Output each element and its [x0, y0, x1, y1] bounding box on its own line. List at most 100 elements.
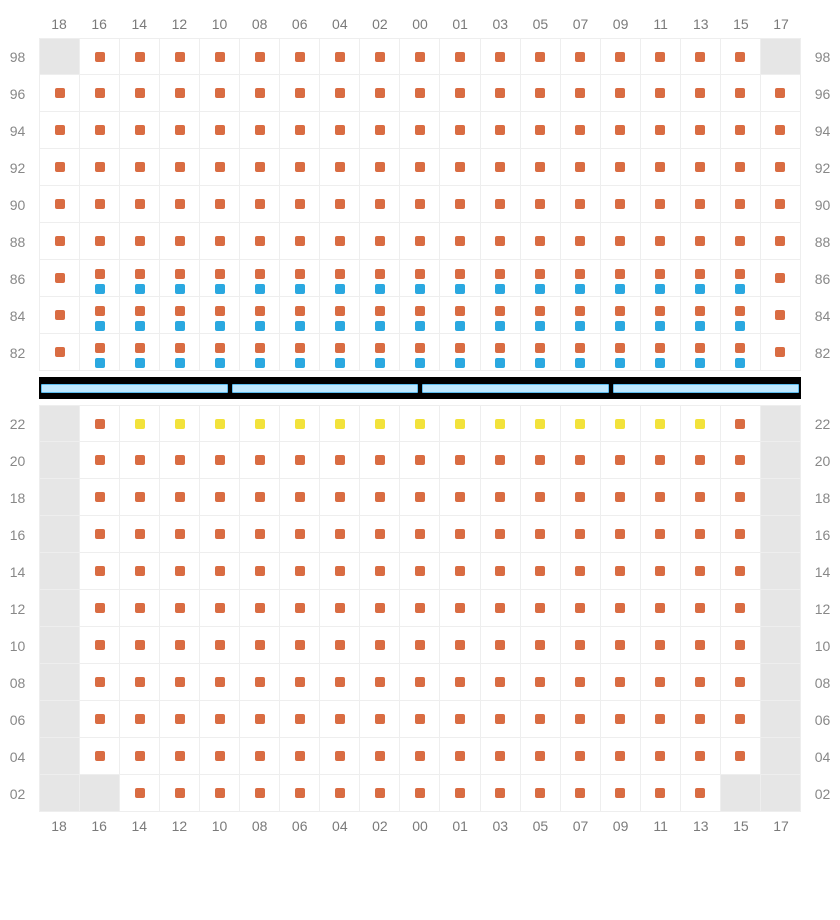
seat-cell[interactable]: [601, 223, 641, 260]
seat-cell[interactable]: [80, 664, 120, 701]
seat-cell[interactable]: [561, 334, 601, 371]
seat-cell[interactable]: [481, 112, 521, 149]
seat-cell[interactable]: [400, 186, 440, 223]
seat-cell[interactable]: [681, 334, 721, 371]
seat-cell[interactable]: [400, 738, 440, 775]
seat-cell[interactable]: [240, 405, 280, 442]
seat-cell[interactable]: [280, 775, 320, 812]
seat-cell[interactable]: [440, 664, 480, 701]
seat-cell[interactable]: [200, 297, 240, 334]
seat-cell[interactable]: [481, 75, 521, 112]
seat-cell[interactable]: [240, 297, 280, 334]
seat-cell[interactable]: [521, 260, 561, 297]
seat-cell[interactable]: [80, 149, 120, 186]
seat-cell[interactable]: [160, 738, 200, 775]
seat-cell[interactable]: [39, 334, 80, 371]
seat-cell[interactable]: [521, 75, 561, 112]
seat-cell[interactable]: [200, 223, 240, 260]
seat-cell[interactable]: [481, 553, 521, 590]
seat-cell[interactable]: [400, 297, 440, 334]
seat-cell[interactable]: [39, 112, 80, 149]
seat-cell[interactable]: [400, 442, 440, 479]
seat-cell[interactable]: [601, 775, 641, 812]
seat-cell[interactable]: [120, 738, 160, 775]
seat-cell[interactable]: [80, 334, 120, 371]
seat-cell[interactable]: [120, 590, 160, 627]
seat-cell[interactable]: [561, 775, 601, 812]
seat-cell[interactable]: [681, 664, 721, 701]
seat-cell[interactable]: [561, 664, 601, 701]
seat-cell[interactable]: [721, 479, 761, 516]
seat-cell[interactable]: [280, 479, 320, 516]
seat-cell[interactable]: [320, 590, 360, 627]
seat-cell[interactable]: [681, 442, 721, 479]
seat-cell[interactable]: [561, 112, 601, 149]
seat-cell[interactable]: [400, 75, 440, 112]
seat-cell[interactable]: [721, 38, 761, 75]
seat-cell[interactable]: [200, 664, 240, 701]
seat-cell[interactable]: [200, 775, 240, 812]
seat-cell[interactable]: [39, 297, 80, 334]
seat-cell[interactable]: [200, 260, 240, 297]
seat-cell[interactable]: [681, 553, 721, 590]
seat-cell[interactable]: [280, 75, 320, 112]
seat-cell[interactable]: [601, 297, 641, 334]
seat-cell[interactable]: [200, 149, 240, 186]
seat-cell[interactable]: [400, 664, 440, 701]
seat-cell[interactable]: [280, 112, 320, 149]
seat-cell[interactable]: [360, 223, 400, 260]
seat-cell[interactable]: [561, 75, 601, 112]
seat-cell[interactable]: [761, 75, 801, 112]
seat-cell[interactable]: [601, 334, 641, 371]
seat-cell[interactable]: [601, 553, 641, 590]
seat-cell[interactable]: [440, 112, 480, 149]
seat-cell[interactable]: [681, 479, 721, 516]
seat-cell[interactable]: [320, 38, 360, 75]
seat-cell[interactable]: [481, 775, 521, 812]
seat-cell[interactable]: [521, 664, 561, 701]
seat-cell[interactable]: [39, 260, 80, 297]
seat-cell[interactable]: [280, 223, 320, 260]
seat-cell[interactable]: [200, 553, 240, 590]
seat-cell[interactable]: [641, 405, 681, 442]
seat-cell[interactable]: [440, 701, 480, 738]
seat-cell[interactable]: [681, 112, 721, 149]
seat-cell[interactable]: [80, 701, 120, 738]
seat-cell[interactable]: [80, 223, 120, 260]
seat-cell[interactable]: [521, 149, 561, 186]
seat-cell[interactable]: [601, 38, 641, 75]
seat-cell[interactable]: [200, 479, 240, 516]
seat-cell[interactable]: [80, 479, 120, 516]
seat-cell[interactable]: [641, 516, 681, 553]
seat-cell[interactable]: [240, 701, 280, 738]
seat-cell[interactable]: [360, 260, 400, 297]
seat-cell[interactable]: [160, 334, 200, 371]
seat-cell[interactable]: [641, 75, 681, 112]
seat-cell[interactable]: [400, 553, 440, 590]
seat-cell[interactable]: [320, 405, 360, 442]
seat-cell[interactable]: [320, 701, 360, 738]
seat-cell[interactable]: [400, 516, 440, 553]
seat-cell[interactable]: [120, 553, 160, 590]
seat-cell[interactable]: [601, 260, 641, 297]
seat-cell[interactable]: [160, 664, 200, 701]
seat-cell[interactable]: [280, 590, 320, 627]
seat-cell[interactable]: [320, 442, 360, 479]
seat-cell[interactable]: [561, 297, 601, 334]
seat-cell[interactable]: [561, 405, 601, 442]
seat-cell[interactable]: [440, 553, 480, 590]
seat-cell[interactable]: [400, 112, 440, 149]
seat-cell[interactable]: [481, 590, 521, 627]
seat-cell[interactable]: [360, 186, 400, 223]
seat-cell[interactable]: [320, 260, 360, 297]
seat-cell[interactable]: [761, 334, 801, 371]
seat-cell[interactable]: [80, 186, 120, 223]
seat-cell[interactable]: [641, 442, 681, 479]
seat-cell[interactable]: [561, 627, 601, 664]
seat-cell[interactable]: [160, 405, 200, 442]
seat-cell[interactable]: [681, 775, 721, 812]
seat-cell[interactable]: [240, 553, 280, 590]
seat-cell[interactable]: [80, 516, 120, 553]
seat-cell[interactable]: [320, 149, 360, 186]
seat-cell[interactable]: [400, 590, 440, 627]
